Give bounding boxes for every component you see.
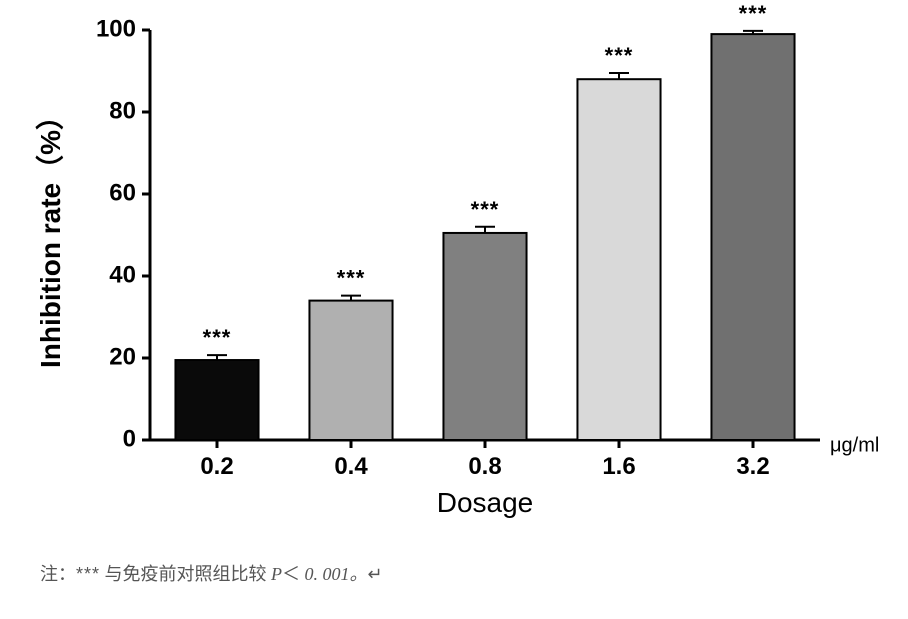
footnote-p-val: 0. 001。 <box>300 564 368 584</box>
bar <box>175 360 258 440</box>
bar <box>577 79 660 440</box>
svg-text:***: *** <box>337 266 366 291</box>
svg-text:0.4: 0.4 <box>334 453 368 480</box>
svg-text:3.2: 3.2 <box>736 453 769 480</box>
svg-text:***: *** <box>203 325 232 350</box>
bar <box>309 301 392 440</box>
svg-text:Dosage: Dosage <box>437 487 534 518</box>
svg-text:1.6: 1.6 <box>602 453 635 480</box>
footnote-mid: 与免疫前对照组比较 <box>100 564 271 584</box>
svg-text:20: 20 <box>109 343 136 370</box>
bar <box>711 34 794 440</box>
svg-text:40: 40 <box>109 261 136 288</box>
svg-text:60: 60 <box>109 179 136 206</box>
footnote-p-op: ＜ <box>282 564 300 584</box>
svg-text:Inhibition rate（%）: Inhibition rate（%） <box>34 102 66 368</box>
svg-text:***: *** <box>605 43 634 68</box>
footnote-p-label: P <box>271 564 282 584</box>
footnote-stars: *** <box>76 564 100 584</box>
svg-text:0: 0 <box>123 425 136 452</box>
chart-container: 0 20 40 60 80 100 Inhibition rate（%） *** 0.2 *** 0… <box>0 0 908 540</box>
footnote-prefix: 注： <box>40 564 76 584</box>
svg-text:100: 100 <box>96 15 136 42</box>
svg-text:0.2: 0.2 <box>200 453 233 480</box>
svg-text:***: *** <box>739 1 768 26</box>
svg-text:***: *** <box>471 197 500 222</box>
svg-text:80: 80 <box>109 97 136 124</box>
svg-text:μg/ml: μg/ml <box>830 434 879 456</box>
bar <box>443 233 526 440</box>
bar-chart: 0 20 40 60 80 100 Inhibition rate（%） *** 0.2 *** 0… <box>0 0 908 540</box>
svg-text:0.8: 0.8 <box>468 453 501 480</box>
footnote: 注：*** 与免疫前对照组比较 P＜ 0. 001。↵ <box>40 560 383 586</box>
footnote-tail: ↵ <box>368 564 383 584</box>
